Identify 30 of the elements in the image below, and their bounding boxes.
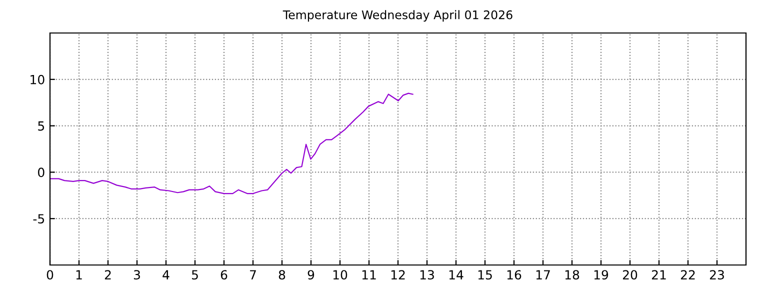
x-tick-label: 19	[594, 270, 608, 280]
y-tick-label: 5	[38, 121, 44, 131]
x-tick-label: 2	[104, 270, 111, 280]
x-tick-label: 13	[420, 270, 434, 280]
x-tick-label: 1	[76, 270, 82, 280]
x-tick-label: 7	[250, 270, 256, 280]
x-tick-label: 0	[46, 270, 54, 280]
x-tick-label: 12	[391, 270, 405, 280]
x-tick-label: 9	[308, 270, 314, 280]
x-tick-label: 4	[162, 270, 170, 280]
x-tick-label: 16	[507, 270, 522, 280]
x-tick-label: 15	[478, 270, 492, 280]
y-tick-label: -5	[33, 214, 44, 224]
chart-title: Temperature Wednesday April 01 2026	[282, 10, 512, 22]
x-tick-label: 10	[333, 270, 348, 280]
x-tick-label: 8	[278, 270, 286, 280]
x-tick-label: 11	[362, 270, 376, 280]
y-tick-label: 0	[38, 168, 44, 178]
x-tick-label: 17	[536, 270, 550, 280]
x-tick-label: 6	[220, 270, 228, 280]
x-tick-label: 21	[652, 270, 666, 280]
y-tick-label: 10	[30, 74, 44, 84]
x-tick-label: 20	[622, 270, 638, 280]
x-tick-label: 14	[449, 270, 464, 280]
x-tick-label: 5	[192, 270, 198, 280]
x-tick-label: 3	[134, 270, 140, 280]
x-tick-label: 18	[565, 270, 580, 280]
x-tick-label: 23	[710, 270, 724, 280]
line-series	[50, 92, 414, 194]
x-tick-label: 22	[680, 270, 695, 280]
